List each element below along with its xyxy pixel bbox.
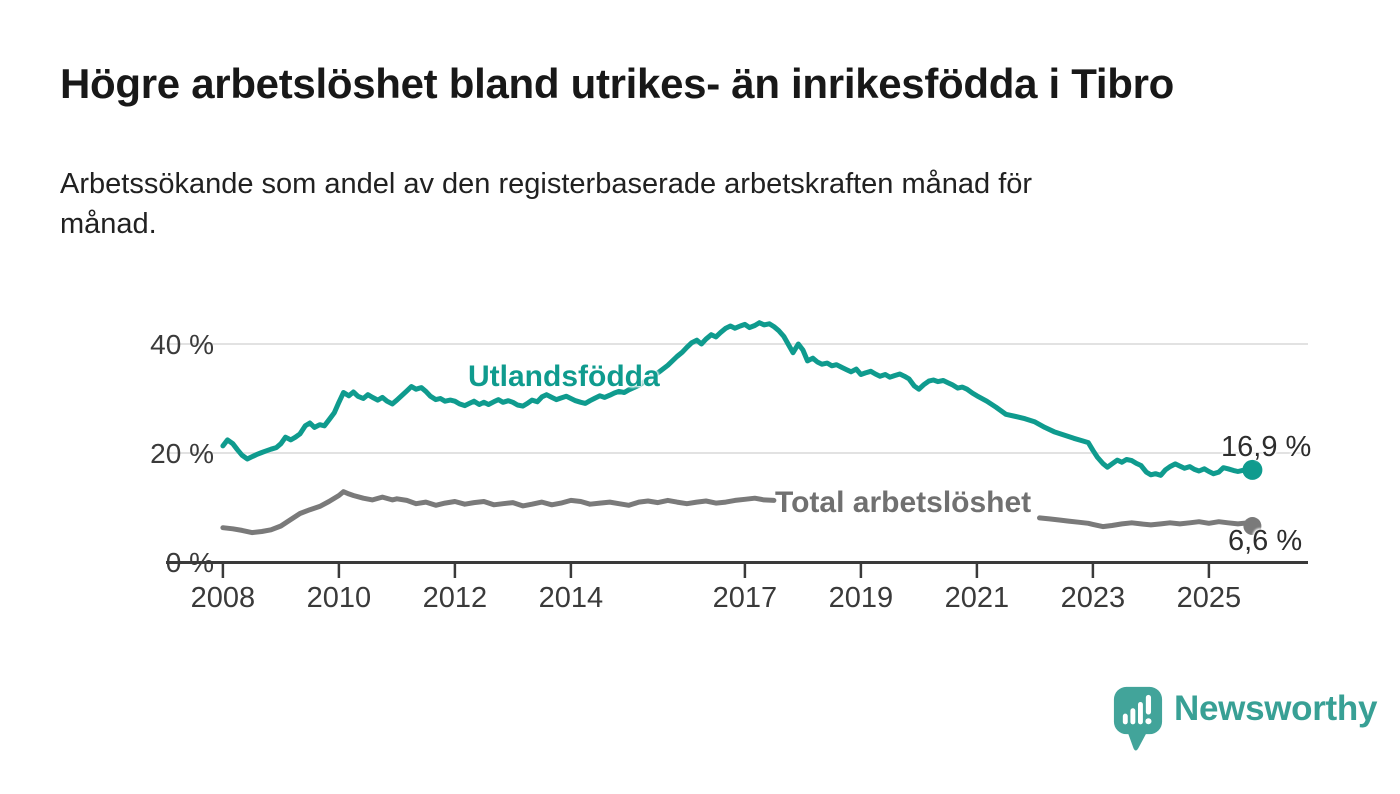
y-tick-label: 40 % — [150, 329, 214, 360]
x-tick-label: 2019 — [829, 582, 894, 614]
newsworthy-logo-icon — [1113, 686, 1163, 751]
subtitle-line-2: månad. — [60, 208, 157, 240]
series-end-dot-1 — [1243, 517, 1262, 536]
x-tick-label: 2021 — [945, 582, 1010, 614]
x-tick-label: 2017 — [713, 582, 778, 614]
page-title: Högre arbetslöshet bland utrikes- än inr… — [60, 60, 1175, 107]
series-line-1 — [220, 489, 777, 536]
newsworthy-brand: Newsworthy — [1113, 686, 1377, 752]
series-end-dot-0 — [1242, 459, 1263, 480]
series-line-0 — [220, 320, 1255, 478]
newsworthy-brand-text: Newsworthy — [1174, 689, 1378, 728]
x-tick-label: 2025 — [1177, 582, 1242, 614]
series-line-1 — [1037, 515, 1255, 530]
end-value-label-total: 6,6 % — [1228, 525, 1303, 557]
x-tick-label: 2012 — [423, 582, 488, 614]
chart-subtitle: Arbetssökande som andel av den registerb… — [60, 164, 1310, 244]
series-label-total-arbetsloshet: Total arbetslöshet — [775, 486, 1032, 519]
x-tick-label: 2010 — [307, 582, 372, 614]
x-tick-label: 2008 — [191, 582, 256, 614]
y-tick-label: 20 % — [150, 438, 214, 469]
end-value-label-utlandsfodda: 16,9 % — [1221, 431, 1312, 463]
x-tick-label: 2014 — [539, 582, 604, 614]
x-tick-label: 2023 — [1061, 582, 1126, 614]
series-label-utlandsfodda: Utlandsfödda — [468, 360, 660, 393]
subtitle-line-1: Arbetssökande som andel av den registerb… — [60, 168, 1033, 200]
